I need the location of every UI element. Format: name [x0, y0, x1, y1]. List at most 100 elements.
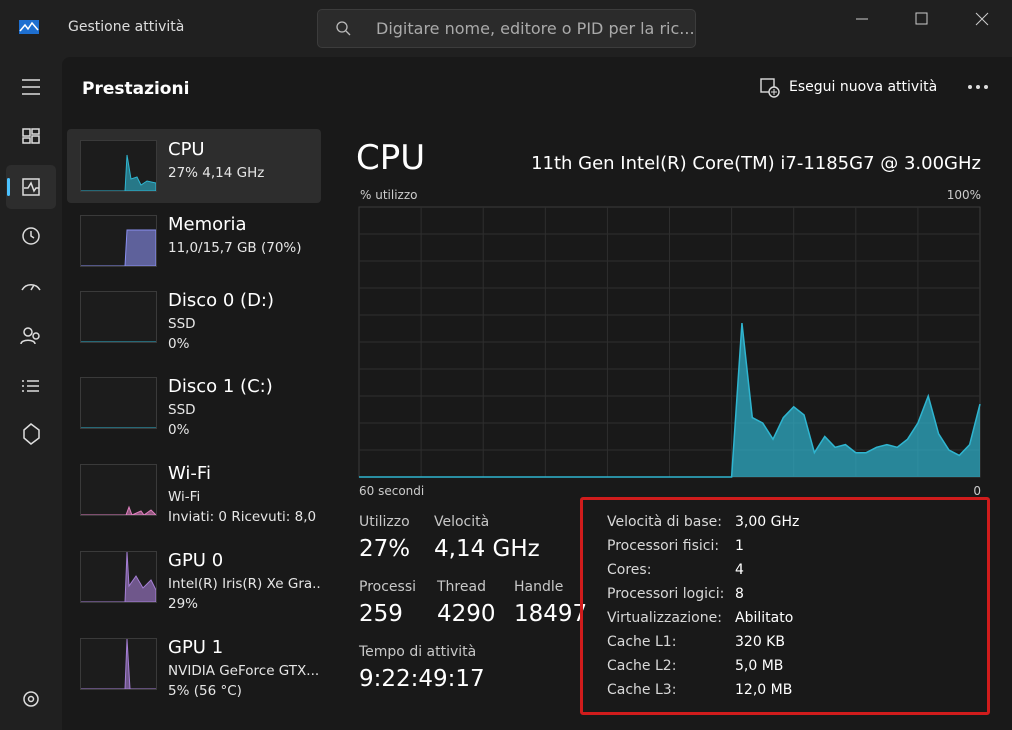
device-item[interactable]: Disco 0 (D:) SSD 0%: [67, 280, 321, 354]
thumbnail-area: [81, 552, 156, 602]
device-item[interactable]: CPU 27% 4,14 GHz: [67, 129, 321, 203]
thumbnail-area: [81, 229, 156, 266]
device-thumbnail: [80, 638, 157, 690]
stat-label: Thread: [437, 579, 486, 595]
window-controls: [856, 12, 989, 26]
spec-value: 320 KB: [735, 634, 785, 650]
thumbnail-graph: [81, 552, 156, 602]
stat-label: Handle: [514, 579, 564, 595]
close[interactable]: [975, 12, 989, 26]
spec-label: Cores:: [607, 562, 652, 578]
spec-value: 8: [735, 586, 744, 602]
device-item[interactable]: Wi-Fi Wi-Fi Inviati: 0 Ricevuti: 8,0 Kl: [67, 453, 321, 527]
spec-value: Abilitato: [735, 610, 794, 626]
device-info: Wi-Fi: [168, 489, 201, 505]
device-info: 27% 4,14 GHz: [168, 165, 265, 181]
stat-value: 18497: [514, 601, 588, 627]
detail-title: CPU: [356, 138, 426, 178]
device-info: NVIDIA GeForce GTX...: [168, 663, 320, 679]
thumbnail-area: [81, 639, 156, 689]
menu-button[interactable]: [22, 79, 40, 95]
device-item[interactable]: GPU 0 Intel(R) Iris(R) Xe Gra... 29%: [67, 540, 321, 614]
device-info: SSD: [168, 402, 196, 418]
processes-button[interactable]: [22, 128, 40, 144]
thumbnail-area: [81, 154, 156, 191]
x-right-label: 0: [973, 484, 981, 498]
device-name: Disco 1 (C:): [168, 376, 273, 397]
uptime-label: Tempo di attività: [359, 644, 477, 660]
thumbnail-graph: [81, 639, 156, 689]
device-name: GPU 0: [168, 550, 224, 571]
spec-label: Cache L2:: [607, 658, 677, 674]
device-name: Disco 0 (D:): [168, 290, 275, 311]
device-thumbnail: [80, 377, 157, 429]
device-name: Memoria: [168, 214, 247, 235]
thumbnail-area: [81, 505, 156, 515]
stat-value: 27%: [359, 536, 411, 562]
thumbnail-graph: [81, 229, 156, 266]
maximize[interactable]: [915, 12, 928, 25]
device-info: Intel(R) Iris(R) Xe Gra...: [168, 576, 321, 592]
spec-value: 1: [735, 538, 744, 554]
device-info: SSD: [168, 316, 196, 332]
spec-value: 5,0 MB: [735, 658, 784, 674]
spec-label: Processori fisici:: [607, 538, 720, 554]
run-task-icon: [760, 78, 780, 98]
device-item[interactable]: Disco 1 (C:) SSD 0%: [67, 366, 321, 440]
device-thumbnail: [80, 291, 157, 343]
stat-label: Velocità: [434, 514, 490, 530]
device-name: Wi-Fi: [168, 463, 211, 484]
spec-label: Velocità di base:: [607, 514, 722, 530]
sidebar: [6, 79, 56, 707]
device-item[interactable]: GPU 1 NVIDIA GeForce GTX... 5% (56 °C): [67, 627, 321, 701]
cpu-model: 11th Gen Intel(R) Core(TM) i7-1185G7 @ 3…: [531, 153, 981, 174]
performance-button[interactable]: [22, 178, 40, 196]
spec-value: 3,00 GHz: [735, 514, 800, 530]
y-axis-label: % utilizzo: [360, 188, 418, 202]
app-icon: [19, 20, 39, 34]
device-info: 5% (56 °C): [168, 683, 242, 699]
highlight-box: [580, 497, 990, 715]
device-name: GPU 1: [168, 637, 224, 658]
search-icon: [336, 21, 351, 36]
device-thumbnail: [80, 140, 157, 192]
spec-label: Virtualizzazione:: [607, 610, 722, 626]
settings-button[interactable]: [23, 691, 39, 707]
spec-label: Processori logici:: [607, 586, 725, 602]
device-thumbnail: [80, 215, 157, 267]
stat-value: 4290: [437, 601, 496, 627]
search-box[interactable]: Digitare nome, editore o PID per la ric.…: [317, 9, 696, 48]
device-name: CPU: [168, 139, 205, 160]
device-thumbnail: [80, 464, 157, 516]
thumbnail-graph: [81, 505, 156, 515]
history-button[interactable]: [22, 227, 40, 245]
stat-label: Utilizzo: [359, 514, 410, 530]
device-info: 0%: [168, 336, 190, 352]
x-left-label: 60 secondi: [359, 484, 425, 498]
services-button[interactable]: [23, 423, 40, 445]
stat-value: 259: [359, 601, 403, 627]
run-task-button[interactable]: Esegui nuova attività: [789, 79, 938, 95]
device-thumbnail: [80, 551, 157, 603]
uptime-value: 9:22:49:17: [359, 666, 485, 692]
thumbnail-graph: [81, 427, 156, 428]
stat-label: Processi: [359, 579, 416, 595]
window-title: Gestione attività: [68, 19, 185, 35]
thumbnail-graph: [81, 341, 156, 342]
startup-button[interactable]: [21, 284, 41, 291]
search-placeholder: Digitare nome, editore o PID per la ric.…: [376, 19, 695, 38]
spec-label: Cache L1:: [607, 634, 677, 650]
page-title: Prestazioni: [82, 79, 190, 99]
details-button[interactable]: [22, 380, 39, 392]
device-info: Inviati: 0 Ricevuti: 8,0 Kl: [168, 509, 321, 525]
device-info: 11,0/15,7 GB (70%): [168, 240, 302, 256]
thumbnail-graph: [81, 154, 156, 191]
stat-value: 4,14 GHz: [434, 536, 540, 562]
users-button[interactable]: [23, 327, 33, 337]
more-button[interactable]: [967, 84, 991, 90]
spec-value: 4: [735, 562, 744, 578]
device-item[interactable]: Memoria 11,0/15,7 GB (70%): [67, 204, 321, 278]
spec-label: Cache L3:: [607, 682, 677, 698]
y-max-label: 100%: [946, 188, 981, 202]
spec-value: 12,0 MB: [735, 682, 793, 698]
